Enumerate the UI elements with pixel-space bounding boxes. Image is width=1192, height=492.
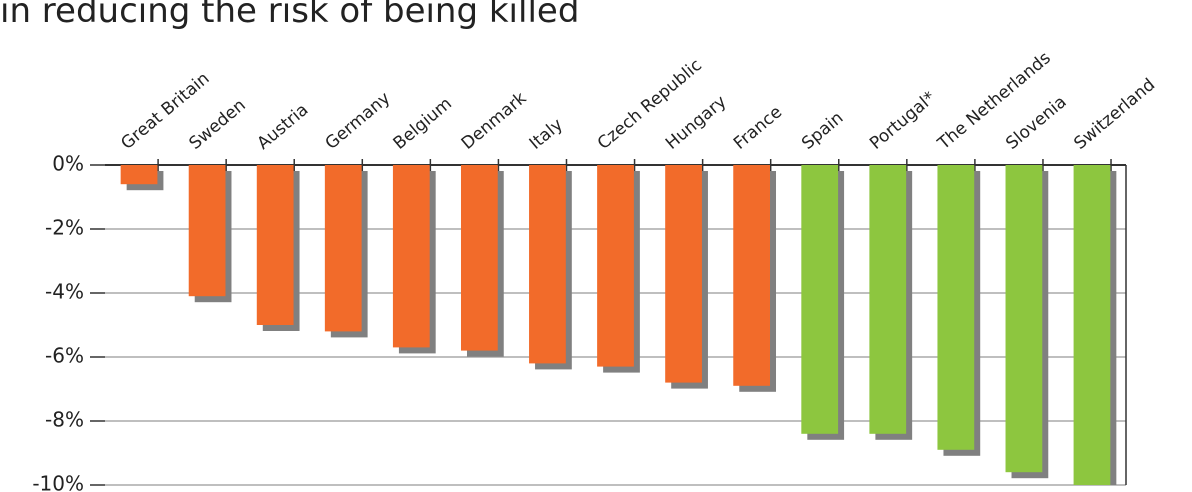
y-tick-label: -2%: [45, 216, 84, 240]
bar: [256, 165, 294, 325]
bar: [597, 165, 634, 367]
y-tick-label: -6%: [45, 344, 84, 368]
x-tick-label: Portugal*: [866, 88, 939, 154]
x-tick-label: The Netherlands: [933, 48, 1054, 154]
y-tick-label: 0%: [52, 152, 84, 176]
chart-title: in reducing the risk of being killed: [0, 0, 579, 31]
x-tick-label: Slovenia: [1002, 92, 1070, 154]
x-tick-label: Hungary: [662, 92, 730, 154]
x-tick-label: Austria: [254, 100, 313, 154]
y-tick-label: -10%: [32, 472, 84, 492]
x-tick-label: Germany: [322, 88, 395, 154]
x-tick-label: Sweden: [185, 95, 249, 154]
bar: [188, 165, 226, 297]
bar: [733, 165, 771, 386]
x-tick-label: Denmark: [458, 88, 531, 154]
y-tick-label: -4%: [45, 280, 84, 304]
bar: [1073, 165, 1111, 485]
bar: [392, 165, 430, 348]
bar: [937, 165, 975, 450]
x-tick-label: Belgium: [390, 94, 456, 154]
bar: [120, 165, 158, 185]
bar: [801, 165, 839, 434]
x-tick-label: France: [730, 102, 786, 154]
x-tick-label: Spain: [798, 108, 847, 154]
y-tick-label: -8%: [45, 408, 84, 432]
bar: [324, 165, 362, 332]
bar: [460, 165, 498, 351]
bar: [869, 165, 907, 434]
x-tick-label: Italy: [526, 115, 567, 154]
x-tick-label: Switzerland: [1070, 75, 1159, 154]
bar: [1005, 165, 1043, 473]
bar: [529, 165, 566, 364]
bar: [665, 165, 702, 383]
